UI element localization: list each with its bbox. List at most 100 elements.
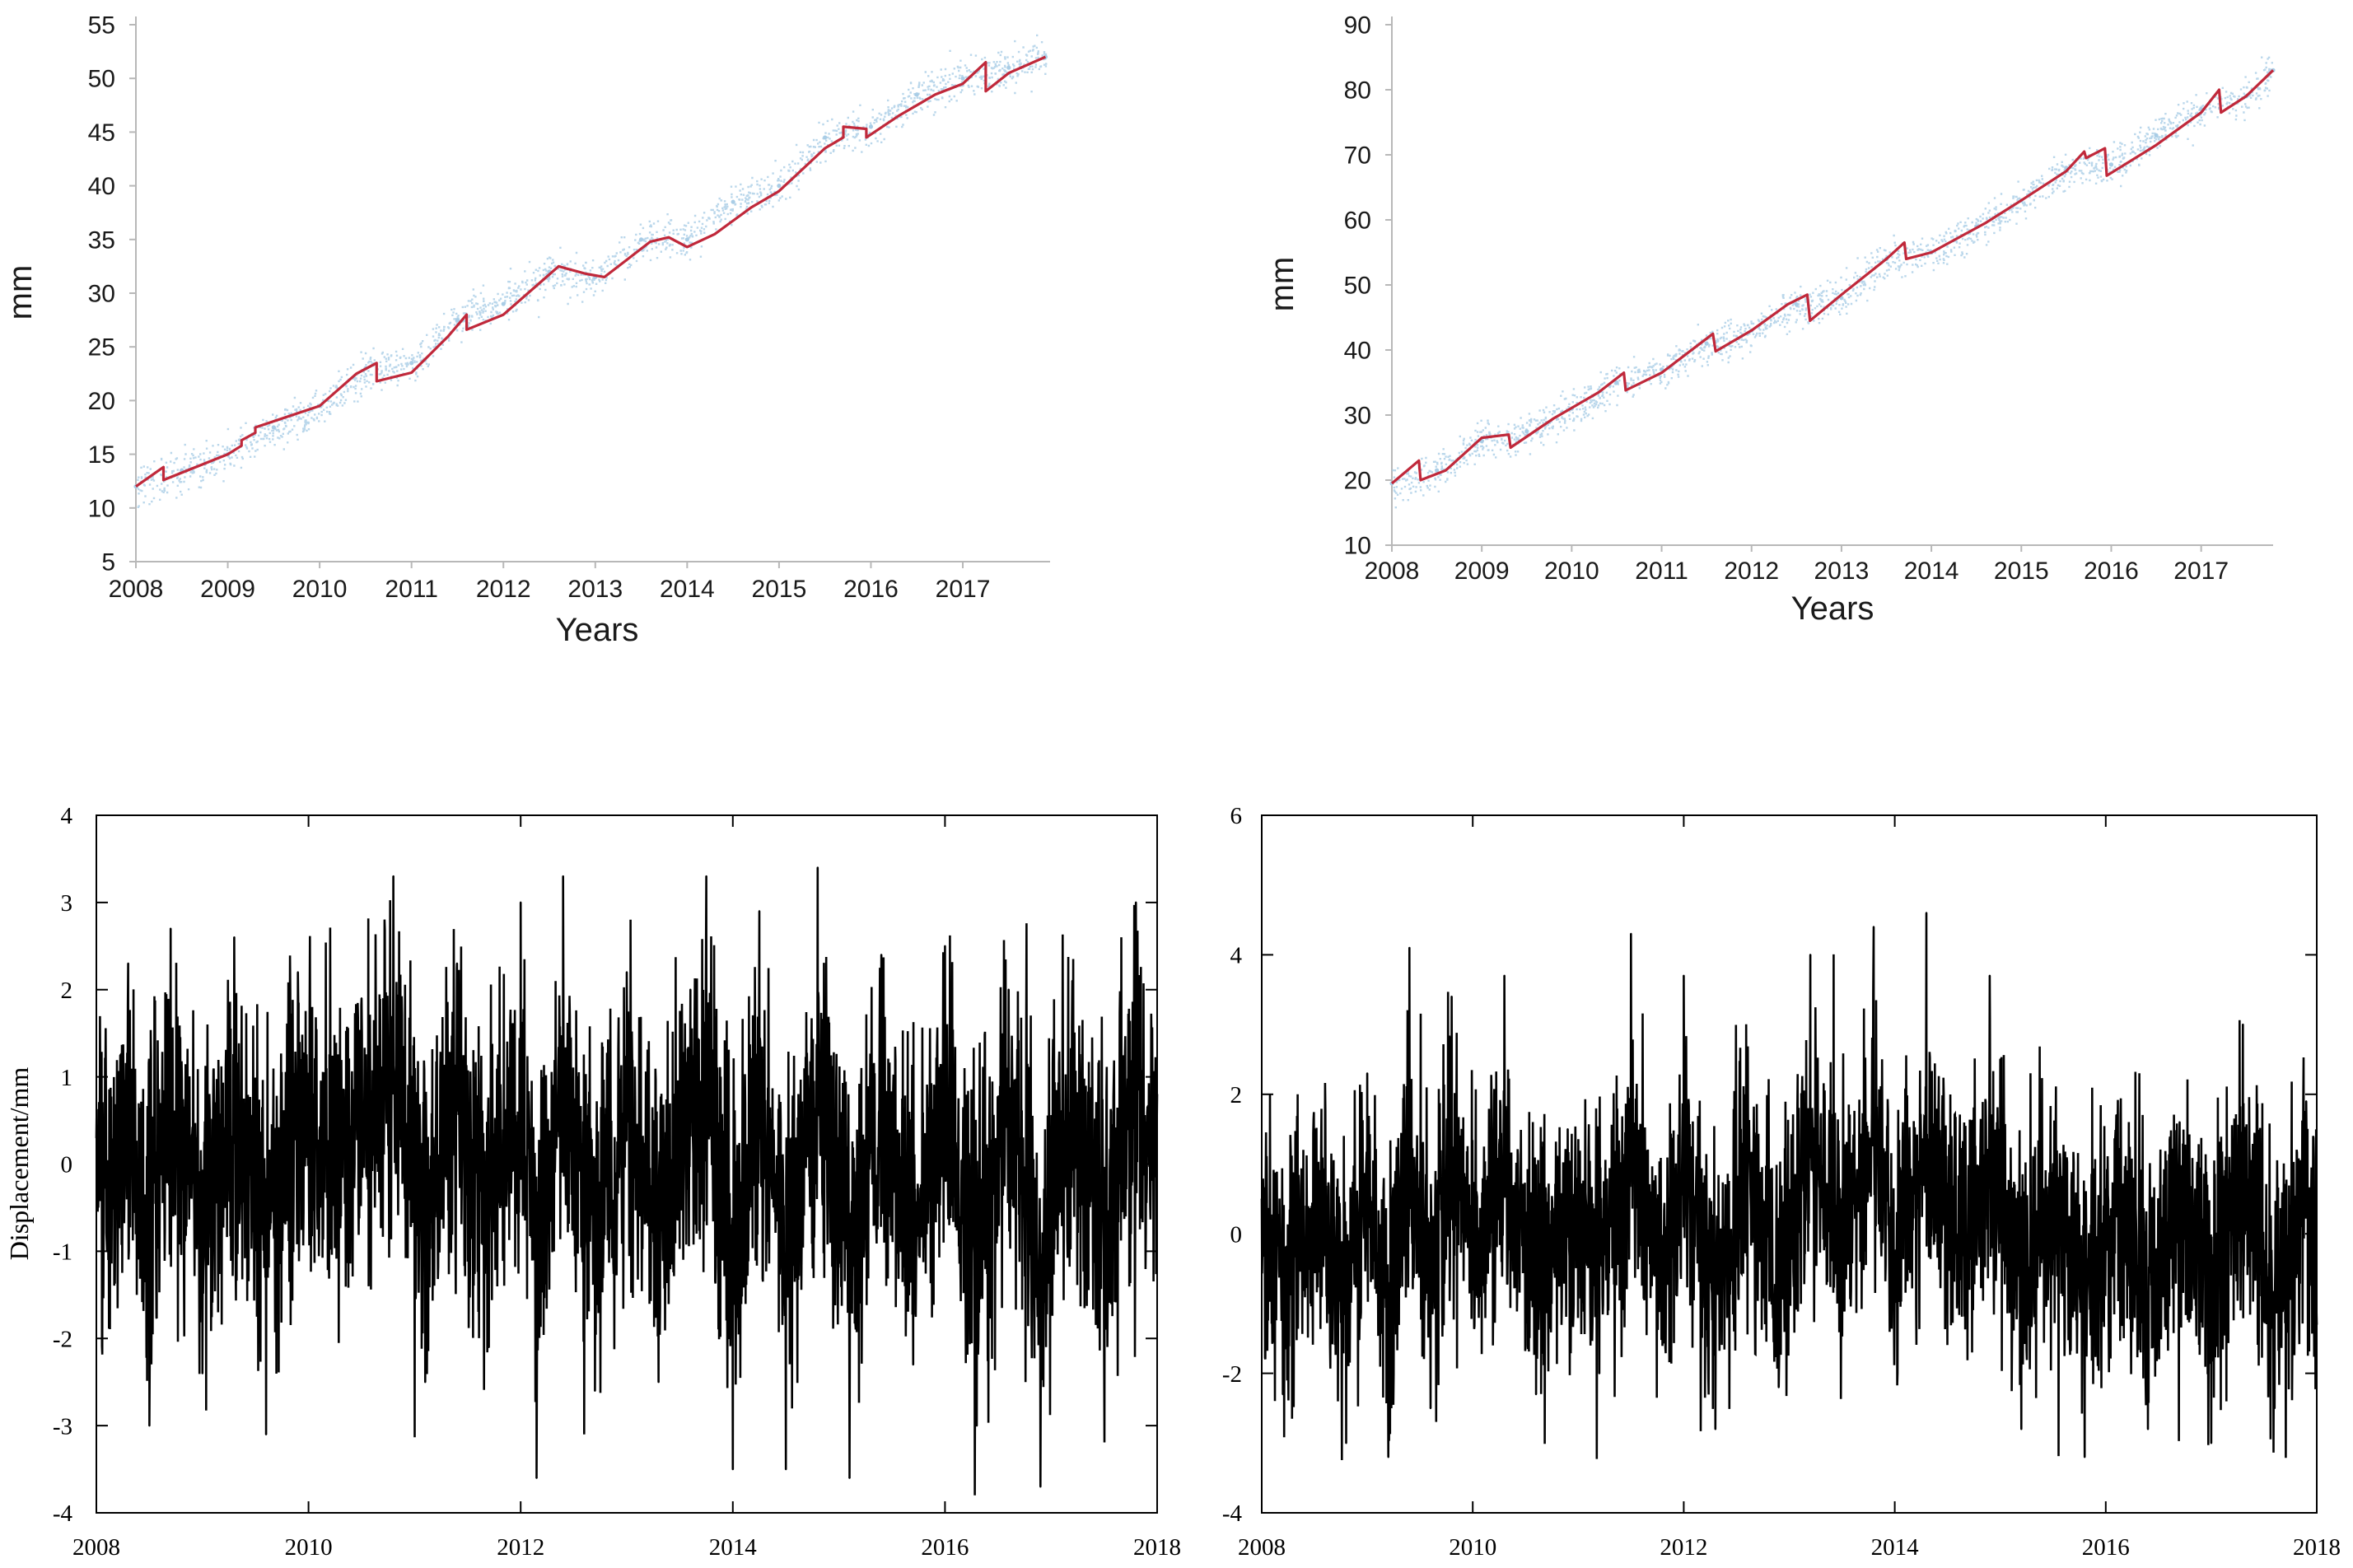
chart-top-right: 10 20 30 40 50 60 70 80 90 2008 2009 2010 2011 2012 20… [1264,12,2276,627]
data-point [816,866,819,869]
data-point [785,1468,787,1471]
y-tick-label: 60 [1344,208,1371,235]
data-point [329,1206,331,1209]
data-point [657,1380,660,1384]
data-point [1103,1355,1105,1357]
data-point [2146,1428,2150,1430]
data-point [848,1477,851,1479]
data-point [880,954,883,956]
data-point [1566,1127,1569,1131]
y-tick-label: -4 [53,1500,73,1527]
data-point [705,875,707,878]
x-axis-label: Years [1791,590,1874,627]
data-point [731,199,735,204]
data-point [1746,1058,1748,1061]
data-point [2242,1023,2244,1026]
data-point [1450,996,1453,998]
y-tick-label: 2 [61,978,73,1004]
data-point [1313,1127,1316,1131]
y-tick-label: -2 [1222,1361,1242,1388]
data-point [1809,954,1812,956]
x-tick-label: 2014 [709,1534,758,1561]
x-tick-label: 2008 [1365,558,1420,585]
x-tick-label: 2018 [2293,1534,2341,1561]
data-point [562,875,564,878]
y-tick-label: 70 [1344,142,1371,170]
data-point [488,1346,490,1349]
data-point [944,945,946,948]
data-point [95,1136,98,1139]
data-point [2304,1100,2308,1103]
y-axis-label: mm [2,265,39,320]
x-tick-label: 2016 [921,1534,969,1561]
x-tick-label: 2014 [1904,558,1959,585]
data-point [1925,912,1928,914]
y-tick-label: 30 [88,281,115,308]
x-tick-label: 2017 [936,576,991,603]
x-tick-label: 2015 [1994,558,2049,585]
x-tick-label: 2012 [476,576,531,603]
y-tick-label: 4 [1230,943,1243,969]
data-point [912,1363,914,1366]
y-tick-label: 45 [88,119,115,147]
x-tick-label: 2013 [567,576,623,603]
data-point [594,1389,596,1392]
y-tick-label: 40 [1344,338,1371,365]
data-point [2210,1442,2213,1444]
x-tick-label: 2016 [2082,1534,2130,1561]
data-point [1503,974,1506,978]
data-point [1841,1197,1843,1201]
data-point [127,962,129,965]
data-point [1661,1337,1664,1340]
data-point [2273,1407,2276,1410]
data-point [1345,1442,1347,1444]
y-tick-label: 5 [101,549,115,576]
y-tick-label: 15 [88,441,115,469]
y-tick-label: -4 [1222,1500,1243,1527]
y-tick-label: 25 [88,334,115,362]
x-tick-label: 2010 [1544,558,1599,585]
x-tick-label: 2012 [497,1534,544,1561]
y-tick-label: 30 [1344,403,1371,430]
fitted-line [135,55,1047,488]
y-tick-label: 6 [1230,803,1243,829]
data-point [2020,1428,2023,1430]
x-tick-label: 2018 [1133,1534,1181,1561]
x-tick-label: 2009 [200,576,255,603]
x-tick-label: 2008 [1238,1534,1286,1561]
y-tick-label: 1 [61,1065,73,1091]
y-tick-label: 0 [61,1152,73,1178]
data-point [975,1424,978,1427]
data-point [1472,1288,1474,1291]
y-tick-label: 2 [1230,1082,1243,1108]
data-point [2315,1323,2318,1326]
y-tick-label: 90 [1344,12,1371,40]
data-point [1071,979,1074,982]
x-tick-label: 2016 [2084,558,2139,585]
x-tick-label: 2010 [292,576,348,603]
x-tick-label: 2013 [1814,558,1870,585]
y-tick-label: 50 [1344,273,1371,300]
data-point [148,1424,151,1427]
y-tick-label: 0 [1230,1221,1243,1248]
chart-top-left: 5 10 15 20 25 30 35 40 45 50 55 2008 2009 2010 2011 201… [2,12,1050,648]
data-point [233,936,236,939]
data-point [1957,1233,1959,1235]
data-point [2083,1456,2086,1458]
observation-cloud [1392,56,2273,509]
data-point [1039,1486,1042,1488]
data-point [2178,1121,2181,1123]
data-point [105,1250,109,1253]
x-axis-label: Years [556,612,639,648]
data-point [1534,1393,1538,1396]
data-point [1260,1197,1263,1201]
x-tick-label: 2016 [843,576,899,603]
y-tick-label: 40 [88,173,115,200]
data-point [424,1380,427,1384]
x-tick-label: 2010 [1449,1534,1496,1561]
fitted-line [1390,69,2275,485]
x-tick-label: 2012 [1660,1534,1707,1561]
y-tick-label: 20 [1344,468,1371,495]
data-point [1872,926,1875,928]
